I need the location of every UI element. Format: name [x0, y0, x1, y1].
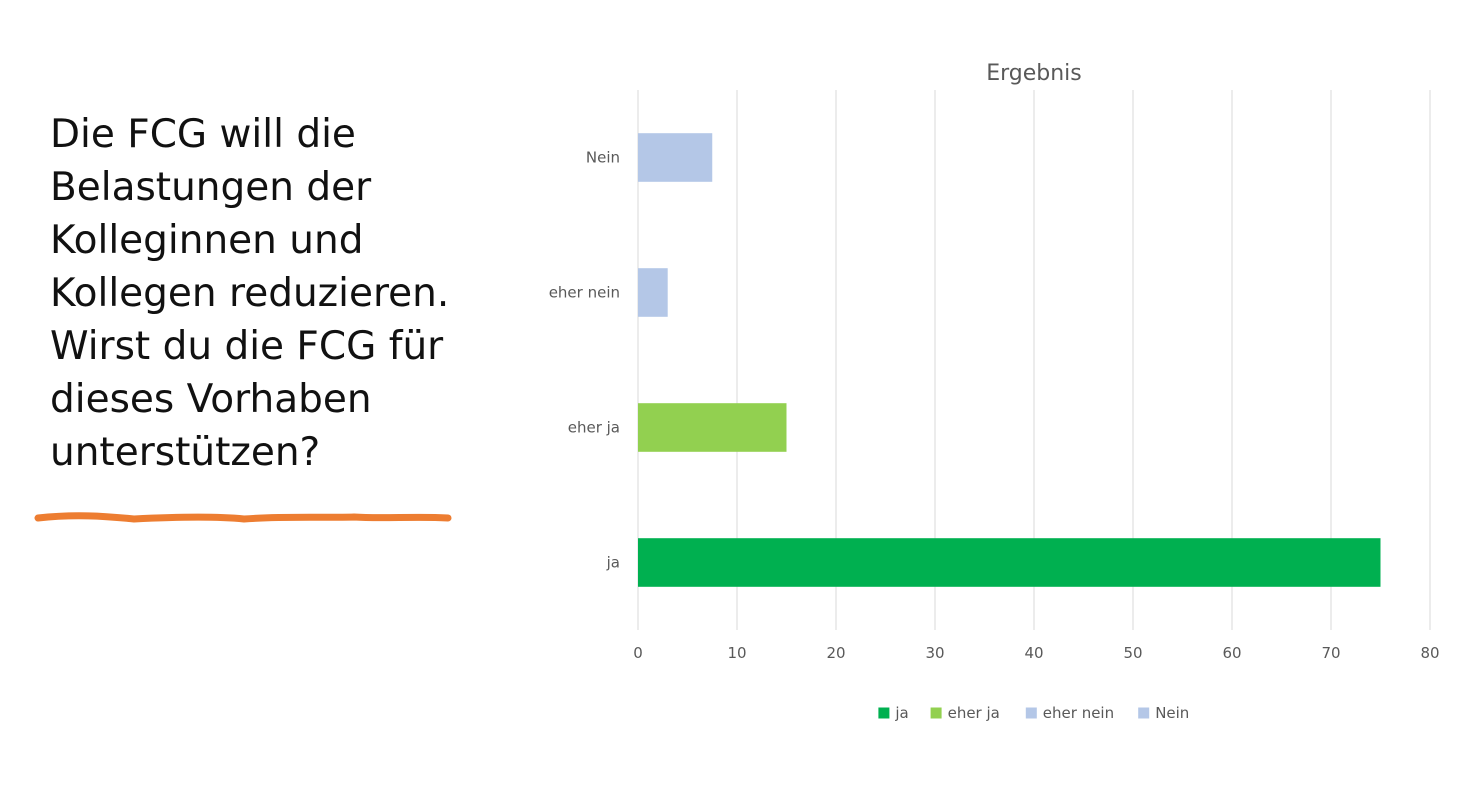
legend-label: ja	[894, 704, 908, 722]
legend-item[interactable]: ja	[878, 704, 909, 722]
bar-nein	[638, 133, 713, 182]
legend-swatch	[1138, 707, 1150, 719]
question-line: unterstützen?	[50, 430, 321, 475]
x-tick-label: 70	[1321, 644, 1340, 662]
category-label: eher ja	[568, 419, 620, 437]
orange-underline-stroke	[34, 512, 452, 523]
legend-item[interactable]: eher nein	[1025, 704, 1114, 722]
underline-path	[34, 512, 452, 523]
bar-eher-nein	[638, 268, 668, 317]
x-tick-label: 0	[633, 644, 643, 662]
bar-eher-ja	[638, 403, 787, 452]
x-axis-ticks: 0 10 20 30 40 50 60 70 80	[633, 644, 1439, 662]
bar-chart: Ergebnis ja eher ja eher nein Nein 0 10 20 30 4…	[549, 61, 1440, 722]
chart-title: Ergebnis	[986, 61, 1082, 86]
legend-item[interactable]: Nein	[1138, 704, 1189, 722]
legend-label: Nein	[1155, 704, 1189, 722]
category-label: eher nein	[549, 284, 620, 302]
legend-swatch	[878, 707, 890, 719]
legend[interactable]: ja eher ja eher nein Nein	[878, 704, 1189, 722]
legend-label: eher ja	[948, 704, 1000, 722]
question-text: Die FCG will die Belastungen der Kollegi…	[50, 108, 480, 479]
x-tick-label: 20	[826, 644, 845, 662]
gridlines	[637, 90, 1431, 630]
legend-swatch	[930, 707, 942, 719]
x-tick-label: 30	[925, 644, 944, 662]
x-tick-label: 60	[1222, 644, 1241, 662]
question-line: Wirst du die FCG für	[50, 324, 444, 369]
x-tick-label: 80	[1420, 644, 1439, 662]
question-line: dieses Vorhaben	[50, 377, 372, 422]
question-line: Kolleginnen und	[50, 218, 364, 263]
question-line: Kollegen reduzieren.	[50, 271, 450, 316]
x-tick-label: 40	[1024, 644, 1043, 662]
x-tick-label: 50	[1123, 644, 1142, 662]
question-line: Die FCG will die	[50, 112, 356, 157]
x-tick-label: 10	[727, 644, 746, 662]
category-label: Nein	[586, 149, 620, 167]
legend-label: eher nein	[1043, 704, 1114, 722]
category-labels: ja eher ja eher nein Nein	[549, 149, 620, 572]
bars	[638, 133, 1381, 587]
legend-swatch	[1025, 707, 1037, 719]
question-line: Belastungen der	[50, 165, 372, 210]
legend-item[interactable]: eher ja	[930, 704, 1000, 722]
bar-ja	[638, 538, 1381, 587]
category-label: ja	[606, 554, 620, 572]
